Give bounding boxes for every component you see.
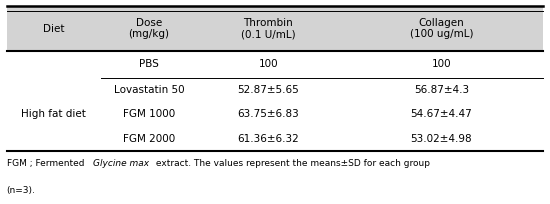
Text: 100: 100 — [258, 59, 278, 69]
Text: 61.36±6.32: 61.36±6.32 — [238, 134, 299, 144]
Text: PBS: PBS — [139, 59, 159, 69]
Text: (n=3).: (n=3). — [7, 186, 35, 195]
Text: Glycine max: Glycine max — [94, 159, 150, 168]
Text: 56.87±4.3: 56.87±4.3 — [414, 85, 469, 95]
Text: Lovastatin 50: Lovastatin 50 — [113, 85, 184, 95]
Text: High fat diet: High fat diet — [21, 109, 86, 119]
Text: Diet: Diet — [43, 23, 64, 34]
Bar — [7, 6, 543, 51]
Text: 54.67±4.47: 54.67±4.47 — [410, 109, 472, 119]
Text: Dose
(mg/kg): Dose (mg/kg) — [128, 18, 169, 39]
Text: 52.87±5.65: 52.87±5.65 — [238, 85, 299, 95]
Text: FGM 1000: FGM 1000 — [123, 109, 175, 119]
Text: 63.75±6.83: 63.75±6.83 — [238, 109, 299, 119]
Text: Thrombin
(0.1 U/mL): Thrombin (0.1 U/mL) — [241, 18, 295, 39]
Text: 53.02±4.98: 53.02±4.98 — [411, 134, 472, 144]
Text: Collagen
(100 ug/mL): Collagen (100 ug/mL) — [410, 18, 473, 39]
Text: FGM ; Fermented: FGM ; Fermented — [7, 159, 87, 168]
Text: 100: 100 — [432, 59, 451, 69]
Text: extract. The values represent the means±SD for each group: extract. The values represent the means±… — [153, 159, 430, 168]
Text: FGM 2000: FGM 2000 — [123, 134, 175, 144]
